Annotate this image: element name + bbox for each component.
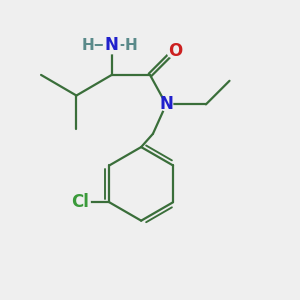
Circle shape (160, 98, 173, 111)
Text: H: H (124, 38, 137, 53)
Circle shape (103, 37, 120, 54)
Text: N: N (159, 95, 173, 113)
Circle shape (82, 40, 94, 51)
Text: Cl: Cl (71, 193, 89, 211)
Text: O: O (168, 42, 182, 60)
Text: N: N (105, 37, 119, 55)
Text: H: H (82, 38, 94, 53)
Circle shape (70, 192, 90, 213)
Circle shape (125, 40, 137, 51)
Circle shape (167, 45, 180, 58)
